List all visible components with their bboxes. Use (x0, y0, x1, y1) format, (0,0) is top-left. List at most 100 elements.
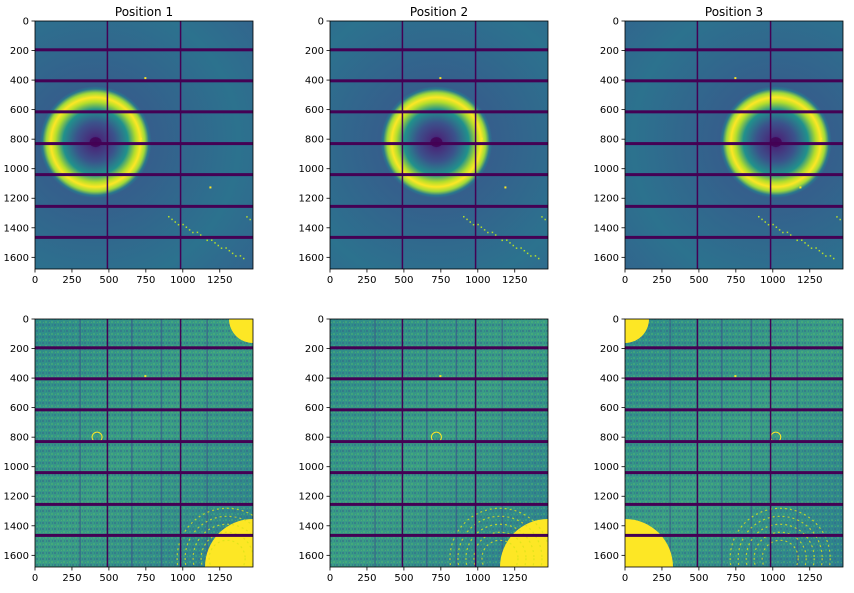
axes-frame (34, 20, 254, 270)
bright-pixel (439, 375, 442, 378)
x-tick-label: 0 (327, 275, 333, 286)
x-tick-label: 500 (394, 275, 413, 286)
detector-gap-row (625, 79, 843, 83)
y-tick-label: 0 (318, 315, 324, 326)
x-tick-label: 1250 (797, 573, 822, 584)
hot-pixel (807, 244, 810, 247)
hot-pixel (466, 218, 468, 221)
hot-pixel (199, 234, 202, 236)
y-tick-label: 800 (305, 135, 324, 146)
detector-gap-row (625, 142, 843, 146)
hot-pixel (501, 239, 503, 242)
detector-gap-row (35, 533, 253, 537)
y-tick-label: 400 (10, 76, 29, 87)
axes-frame (329, 318, 549, 568)
hot-pixel (494, 234, 497, 236)
hot-pixel (758, 215, 760, 218)
y-tick-label: 200 (600, 46, 619, 57)
detector-gap-col (696, 319, 699, 567)
x-tick-label: 0 (32, 275, 38, 286)
detector-gap-row (330, 408, 548, 412)
x-tick-label: 1250 (502, 275, 527, 286)
heatmap-panel-5: 0 250 500 750 1000 1250 0 200 400 600 800 1000 1200 1… (299, 315, 549, 584)
artifact-arc (449, 507, 548, 567)
y-tick-label: 600 (600, 105, 619, 116)
x-tick-label: 1000 (170, 275, 195, 286)
x-tick-label: 1000 (465, 275, 490, 286)
artifact-arc (753, 531, 807, 567)
detector-gap-row (330, 235, 548, 239)
y-tick-label: 1200 (4, 194, 29, 205)
artifact-arc (737, 515, 823, 567)
y-tick-label: 1200 (299, 492, 324, 503)
bright-pixel (144, 375, 147, 378)
bright-pixel (820, 137, 823, 140)
artifact-arc (184, 515, 253, 567)
detector-gap-row (35, 235, 253, 239)
detector-gap-row (35, 110, 253, 114)
x-tick-label: 500 (394, 573, 413, 584)
x-tick-label: 0 (32, 573, 38, 584)
artifact-arc (192, 523, 253, 567)
x-tick-label: 750 (431, 573, 450, 584)
x-tick-label: 250 (652, 275, 671, 286)
y-tick-label: 600 (600, 403, 619, 414)
hot-pixel (214, 242, 216, 244)
heatmap-panel-2: Position 2 0 250 500 750 1000 1250 0 200 400 600 80… (299, 5, 549, 286)
hot-pixel (509, 242, 511, 244)
y-tick-label: 400 (305, 374, 324, 385)
hot-pixel (171, 218, 173, 221)
hot-pixel (775, 226, 778, 228)
heatmap-image (625, 319, 843, 567)
y-tick-label: 1000 (594, 462, 619, 473)
y-tick-label: 800 (305, 433, 324, 444)
hot-pixel (188, 229, 191, 231)
heatmap-panel-6: 0 250 500 750 1000 1250 0 200 400 600 800 1000 1200 1… (594, 315, 844, 584)
detector-gap-row (35, 48, 253, 52)
hot-pixel (839, 218, 841, 221)
heatmap-panel-4: 0 250 500 750 1000 1250 0 200 400 600 800 1000 1200 1… (4, 315, 254, 584)
y-tick-label: 400 (10, 374, 29, 385)
y-tick-label: 800 (600, 433, 619, 444)
artifact-arc (481, 539, 519, 567)
hot-pixel (472, 223, 475, 226)
y-tick-label: 0 (318, 17, 324, 28)
hot-pixel (235, 255, 237, 257)
panel-title: Position 2 (410, 5, 468, 19)
y-tick-label: 1200 (594, 492, 619, 503)
hot-pixel (217, 244, 220, 247)
hot-pixel (196, 231, 199, 234)
hot-pixel (228, 249, 231, 252)
detector-gap-row (330, 79, 548, 83)
detector-gap-row (35, 346, 253, 350)
hot-pixel (767, 223, 770, 226)
y-tick-label: 200 (305, 46, 324, 57)
x-tick-label: 1000 (760, 275, 785, 286)
y-tick-label: 400 (305, 76, 324, 87)
detector-gap-row (625, 346, 843, 350)
hot-pixel (544, 218, 546, 221)
x-tick-label: 0 (622, 275, 628, 286)
hot-pixel (825, 255, 827, 257)
detector-gap-row (330, 471, 548, 475)
y-tick-label: 200 (10, 46, 29, 57)
hot-pixel (761, 218, 763, 221)
detector-gap-row (625, 408, 843, 412)
hot-pixel (786, 231, 789, 234)
x-tick-label: 500 (689, 275, 708, 286)
bright-pixel (799, 186, 802, 189)
hot-pixel (801, 239, 803, 241)
heatmap-image (625, 21, 843, 269)
y-tick-label: 1200 (299, 194, 324, 205)
hot-pixel (829, 255, 832, 257)
detector-gap-row (35, 502, 253, 506)
detector-gap-row (625, 204, 843, 208)
hot-pixel (789, 234, 792, 236)
detector-gap-row (330, 440, 548, 444)
detector-gap-col (401, 319, 404, 567)
detector-gap-row (625, 377, 843, 381)
hot-corner (205, 519, 253, 567)
detector-gap-row (35, 471, 253, 475)
bright-pixel (734, 77, 737, 80)
